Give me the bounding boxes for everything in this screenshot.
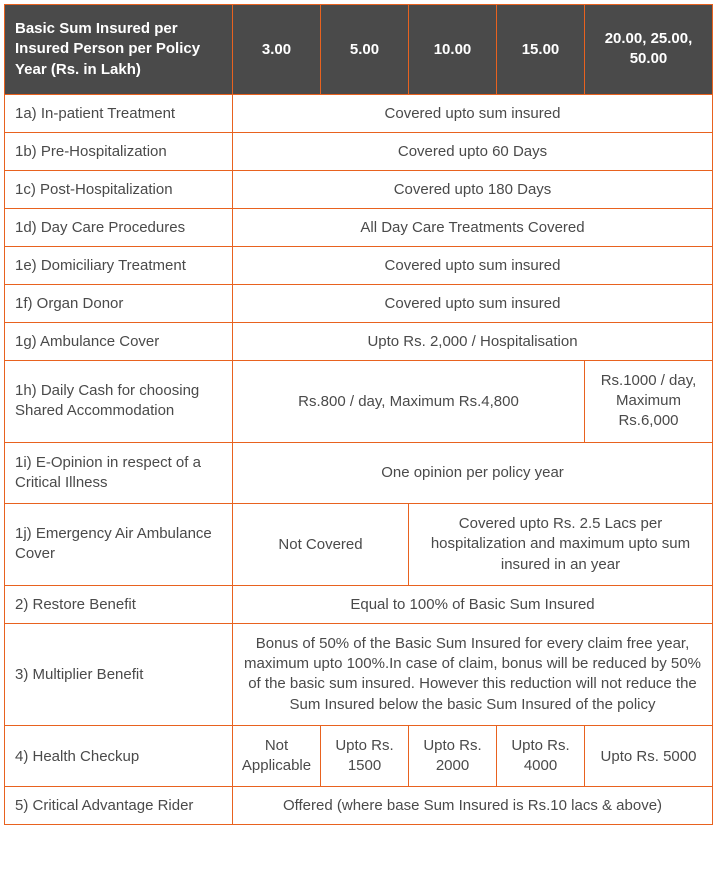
row-1j: 1j) Emergency Air Ambulance Cover Not Co… — [5, 504, 713, 586]
row-1d: 1d) Day Care Procedures All Day Care Tre… — [5, 208, 713, 246]
row-3-label: 3) Multiplier Benefit — [5, 623, 233, 725]
row-1h-value-1: Rs.800 / day, Maximum Rs.4,800 — [233, 360, 585, 442]
row-1h-value-2: Rs.1000 / day, Maximum Rs.6,000 — [585, 360, 713, 442]
row-4-label: 4) Health Checkup — [5, 725, 233, 787]
row-4-v5: Upto Rs. 5000 — [585, 725, 713, 787]
row-1b: 1b) Pre-Hospitalization Covered upto 60 … — [5, 132, 713, 170]
row-1e-label: 1e) Domiciliary Treatment — [5, 246, 233, 284]
row-5-label: 5) Critical Advantage Rider — [5, 787, 233, 825]
row-4-v1: Not Applicable — [233, 725, 321, 787]
row-1a-value: Covered upto sum insured — [233, 94, 713, 132]
row-1c-label: 1c) Post-Hospitalization — [5, 170, 233, 208]
row-1f-label: 1f) Organ Donor — [5, 284, 233, 322]
row-2-value: Equal to 100% of Basic Sum Insured — [233, 585, 713, 623]
row-2: 2) Restore Benefit Equal to 100% of Basi… — [5, 585, 713, 623]
row-3-value: Bonus of 50% of the Basic Sum Insured fo… — [233, 623, 713, 725]
header-col-2: 5.00 — [321, 5, 409, 95]
row-1g-label: 1g) Ambulance Cover — [5, 322, 233, 360]
row-4-v3: Upto Rs. 2000 — [409, 725, 497, 787]
row-1b-value: Covered upto 60 Days — [233, 132, 713, 170]
row-1j-label: 1j) Emergency Air Ambulance Cover — [5, 504, 233, 586]
header-col-4: 15.00 — [497, 5, 585, 95]
row-1j-value-2: Covered upto Rs. 2.5 Lacs per hospitaliz… — [409, 504, 713, 586]
row-1i: 1i) E-Opinion in respect of a Critical I… — [5, 442, 713, 504]
row-1g: 1g) Ambulance Cover Upto Rs. 2,000 / Hos… — [5, 322, 713, 360]
row-1e-value: Covered upto sum insured — [233, 246, 713, 284]
row-1d-label: 1d) Day Care Procedures — [5, 208, 233, 246]
row-1g-value: Upto Rs. 2,000 / Hospitalisation — [233, 322, 713, 360]
row-3: 3) Multiplier Benefit Bonus of 50% of th… — [5, 623, 713, 725]
row-4-v4: Upto Rs. 4000 — [497, 725, 585, 787]
row-1i-label: 1i) E-Opinion in respect of a Critical I… — [5, 442, 233, 504]
row-1h: 1h) Daily Cash for choosing Shared Accom… — [5, 360, 713, 442]
header-row: Basic Sum Insured per Insured Person per… — [5, 5, 713, 95]
row-1c-value: Covered upto 180 Days — [233, 170, 713, 208]
row-5: 5) Critical Advantage Rider Offered (whe… — [5, 787, 713, 825]
row-1b-label: 1b) Pre-Hospitalization — [5, 132, 233, 170]
row-1a: 1a) In-patient Treatment Covered upto su… — [5, 94, 713, 132]
row-1e: 1e) Domiciliary Treatment Covered upto s… — [5, 246, 713, 284]
row-1f-value: Covered upto sum insured — [233, 284, 713, 322]
header-col-3: 10.00 — [409, 5, 497, 95]
row-1j-value-1: Not Covered — [233, 504, 409, 586]
row-5-value: Offered (where base Sum Insured is Rs.10… — [233, 787, 713, 825]
header-col-1: 3.00 — [233, 5, 321, 95]
row-2-label: 2) Restore Benefit — [5, 585, 233, 623]
row-1h-label: 1h) Daily Cash for choosing Shared Accom… — [5, 360, 233, 442]
row-1a-label: 1a) In-patient Treatment — [5, 94, 233, 132]
benefits-table: Basic Sum Insured per Insured Person per… — [4, 4, 713, 825]
row-1f: 1f) Organ Donor Covered upto sum insured — [5, 284, 713, 322]
row-4: 4) Health Checkup Not Applicable Upto Rs… — [5, 725, 713, 787]
header-col-5: 20.00, 25.00, 50.00 — [585, 5, 713, 95]
row-1d-value: All Day Care Treatments Covered — [233, 208, 713, 246]
row-1i-value: One opinion per policy year — [233, 442, 713, 504]
row-4-v2: Upto Rs. 1500 — [321, 725, 409, 787]
header-title: Basic Sum Insured per Insured Person per… — [5, 5, 233, 95]
row-1c: 1c) Post-Hospitalization Covered upto 18… — [5, 170, 713, 208]
